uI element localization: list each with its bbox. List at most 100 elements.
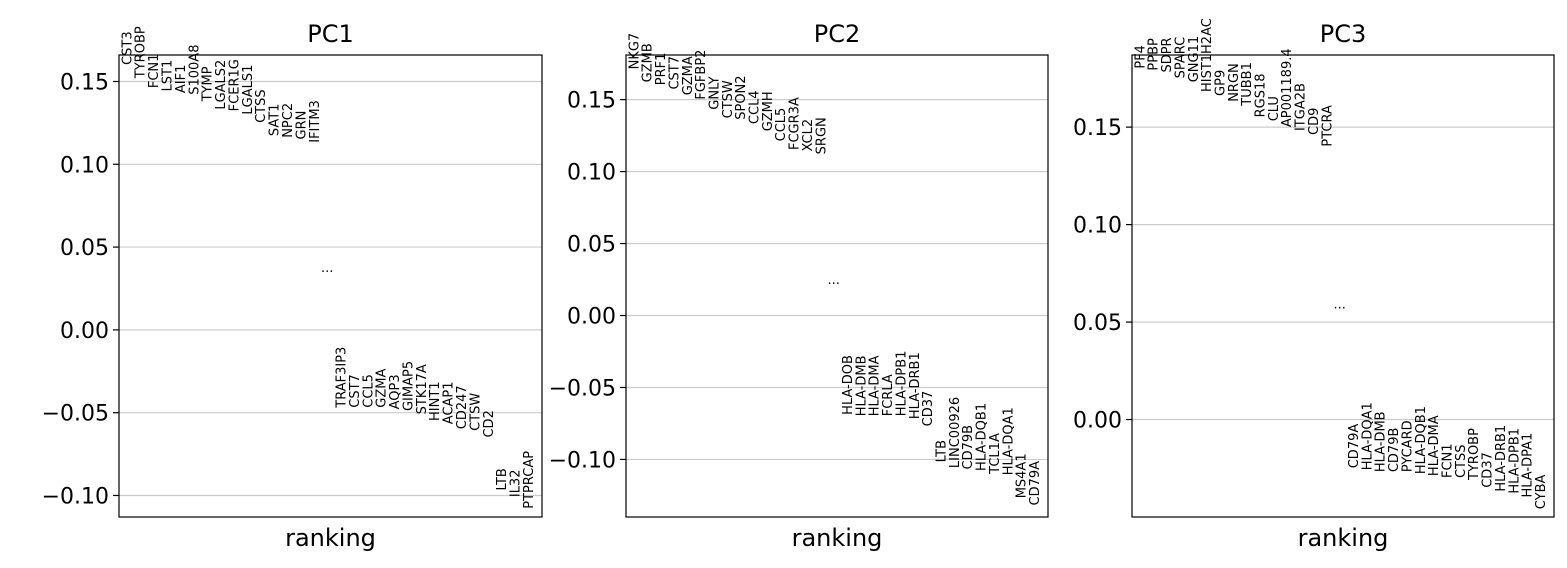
y-tick-label: 0.15 [567,89,616,114]
x-axis-label: ranking [1298,524,1389,552]
gene-label: SPON2 [734,75,749,119]
y-tick-label: −0.10 [549,448,616,473]
gene-label: PTPRCAP [522,451,537,509]
gene-label: CLU [1267,96,1282,121]
y-tick-label: 0.00 [60,319,109,344]
y-tick-label: 0.15 [60,70,109,95]
gene-label: TRAF3IP3 [335,347,350,409]
gene-label: HINT1 [428,381,443,421]
axes-frame [625,54,1049,518]
gene-label: HLA-DQA1 [1001,407,1016,475]
gene-label: PRF1 [654,53,669,86]
gene-label: CYBA [1534,474,1549,509]
y-tick-label: −0.10 [42,484,109,509]
gene-label: TCL1A [988,433,1003,475]
gene-label: LTB [934,440,949,462]
gene-label: LGALS1 [241,65,256,115]
gene-label: XCL2 [801,119,816,152]
gene-label: MS4A1 [1015,453,1030,498]
gene-label: S100A8 [187,45,202,95]
y-tick-label: 0.10 [60,153,109,178]
gene-label: TUBB1 [1240,62,1255,107]
gene-label: CTSS [1454,444,1469,478]
gene-label: HLA-DMA [868,355,883,416]
gene-label: HLA-DRB1 [1494,425,1509,492]
gene-label: GZMB [641,43,656,82]
gene-label: CD37 [1481,452,1496,488]
gene-label: HLA-DPB1 [894,351,909,417]
gene-label: SAT1 [268,104,283,137]
gene-label: GIMAP5 [401,361,416,411]
gene-label: HLA-DMB [1374,411,1389,472]
gene-label: CCL4 [748,90,763,124]
gene-label: TYROBP [134,26,149,79]
gene-label: CD9 [1307,108,1322,135]
x-axis-label: ranking [792,524,883,552]
gene-label: CD37 [921,391,936,427]
gene-label: LTB [495,468,510,490]
gene-label: HLA-DPA1 [1521,433,1536,498]
gene-label: CST3 [120,31,135,65]
ellipsis-marker: ... [827,273,839,288]
gene-label: GNLY [707,76,722,109]
gene-label: ACAP1 [442,382,457,425]
y-tick-label: 0.05 [1073,311,1122,336]
gene-label: CST7 [348,374,363,408]
y-tick-label: −0.05 [549,376,616,401]
gene-label: CD2 [482,410,497,437]
gene-label: CTSW [468,393,483,431]
gene-label: CTSW [721,80,736,118]
gene-label: FCN1 [1440,443,1455,478]
panel-title: PC2 [814,20,861,48]
gene-label: CD247 [455,385,470,429]
gene-label: CD79A [1028,461,1043,506]
panel-pc2: 0.15 0.10 0.05 0.00 −0.05 −0.10 PC2 ranking NKG7… [549,20,1049,552]
y-tick-label: 0.15 [1073,116,1122,141]
gene-label: GZMH [761,91,776,131]
panel-title: PC1 [307,20,354,48]
gene-label: SPARC [1173,37,1188,79]
gene-label: AIF1 [174,65,189,93]
gene-label: FCN1 [147,54,162,89]
y-tick-label: 0.00 [1073,409,1122,434]
gene-label: CD79A [1347,424,1362,469]
gene-label: TYROBP [1467,428,1482,481]
gene-label: HLA-DQB1 [975,403,990,471]
gene-label: NRGN [1227,63,1242,102]
gene-label: NPC2 [281,103,296,138]
gene-label: ITGA2B [1294,83,1309,131]
y-tick-label: 0.05 [60,236,109,261]
gene-label: FCER1G [227,59,242,111]
gene-label: GRN [294,111,309,140]
gene-label: LGALS2 [214,60,229,110]
gene-label: HIST1H2AC [1200,18,1215,92]
gene-label: LINC00926 [948,397,963,468]
gene-label: HLA-DRB1 [908,352,923,419]
gene-label: IFITM3 [308,100,323,143]
gene-label: PTCRA [1320,105,1335,147]
gene-label: FGFBP2 [694,50,709,100]
panel-title: PC3 [1320,20,1367,48]
ellipsis-marker: ... [1333,297,1345,312]
gene-label: STK17A [415,364,430,414]
gene-label: HLA-DOB [841,355,856,415]
panel-pc1: 0.15 0.10 0.05 0.00 −0.05 −0.10 PC1 ranking CST3… [42,20,543,552]
gene-label: PF4 [1133,45,1148,69]
gene-label: LST1 [161,60,176,92]
gene-label: SRGN [814,117,829,154]
gene-label: IL32 [509,470,524,498]
gene-label: HLA-DQA1 [1360,402,1375,470]
gene-label: GZMA [375,369,390,408]
gene-label: GP9 [1213,70,1228,96]
gene-label: CCL5 [774,108,789,142]
y-tick-label: 0.05 [567,233,616,258]
axes-frame [118,54,543,518]
gene-label: PPBP [1147,38,1162,71]
y-tick-label: 0.10 [1073,214,1122,239]
gene-label: HLA-DMA [1427,415,1442,476]
panel-pc3: 0.15 0.10 0.05 0.00 PC3 ranking PF4PPBPSDPRSPA… [1073,18,1555,552]
gene-label: HLA-DQB1 [1414,406,1429,474]
gene-label: FCGR3A [788,97,803,150]
gene-label: HLA-DMB [854,355,869,416]
